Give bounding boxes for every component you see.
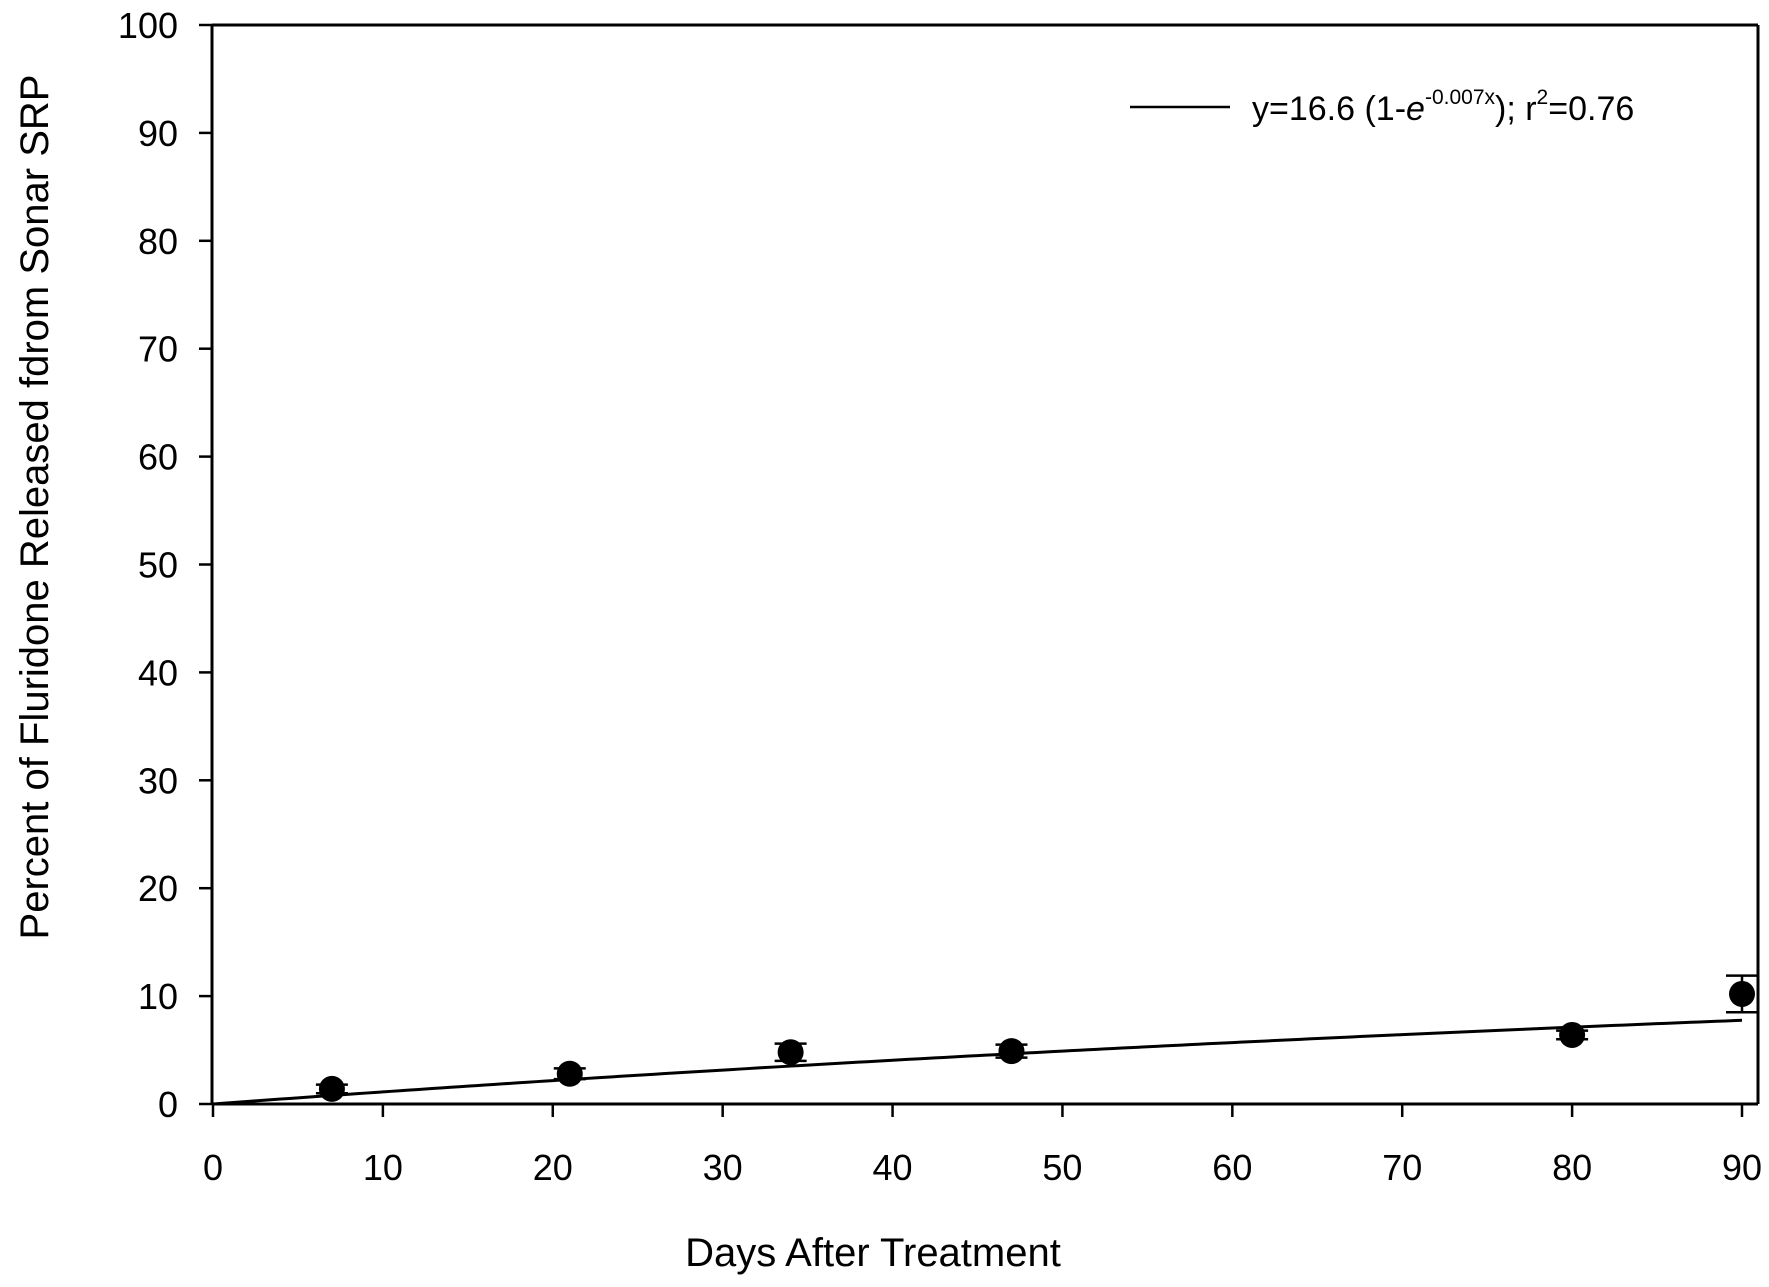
x-tick-label: 30 xyxy=(703,1147,743,1188)
data-point xyxy=(318,1075,345,1102)
y-tick-label: 90 xyxy=(138,113,178,154)
x-tick-label: 80 xyxy=(1552,1147,1592,1188)
y-tick-label: 30 xyxy=(138,760,178,801)
x-tick-label: 50 xyxy=(1042,1147,1082,1188)
x-tick-label: 0 xyxy=(203,1147,223,1188)
y-tick-label: 0 xyxy=(158,1084,178,1125)
legend: y=16.6 (1-e-0.007x); r2=0.76 xyxy=(1130,86,1634,128)
legend-eq-mid: ); r xyxy=(1495,90,1537,128)
y-axis: 0 10 20 30 40 50 60 70 80 90 100 xyxy=(118,5,212,1125)
legend-eq-base: e xyxy=(1406,90,1425,128)
x-tick-label: 20 xyxy=(533,1147,573,1188)
x-axis-title: Days After Treatment xyxy=(685,1231,1061,1275)
x-tick-label: 40 xyxy=(873,1147,913,1188)
legend-eq-prefix: y=16.6 (1- xyxy=(1252,90,1406,128)
data-point xyxy=(1729,980,1755,1007)
y-axis-title: Percent of Fluridone Released fdrom Sona… xyxy=(13,75,57,940)
y-tick-label: 50 xyxy=(138,545,178,586)
x-tick-label: 70 xyxy=(1382,1147,1422,1188)
x-axis: 0 10 20 30 40 50 60 70 80 90 xyxy=(203,1104,1762,1188)
legend-label: y=16.6 (1-e-0.007x); r2=0.76 xyxy=(1252,86,1634,128)
data-point xyxy=(777,1039,804,1066)
fit-curve-layer xyxy=(212,1018,1743,1106)
y-tick-label: 100 xyxy=(118,5,178,46)
y-tick-label: 60 xyxy=(138,437,178,478)
y-tick-label: 20 xyxy=(138,868,178,909)
data-point xyxy=(556,1060,583,1087)
x-tick-label: 90 xyxy=(1722,1147,1762,1188)
plot-area xyxy=(210,23,1760,1106)
data-point xyxy=(998,1038,1025,1065)
x-tick-label: 10 xyxy=(363,1147,403,1188)
y-tick-label: 10 xyxy=(138,976,178,1017)
y-tick-label: 80 xyxy=(138,221,178,262)
legend-r-exponent: 2 xyxy=(1537,86,1549,109)
data-point xyxy=(1559,1021,1586,1048)
y-tick-label: 40 xyxy=(138,652,178,693)
y-tick-label: 70 xyxy=(138,329,178,370)
x-tick-label: 60 xyxy=(1212,1147,1252,1188)
fit-curve xyxy=(212,1018,1743,1106)
legend-eq-suffix: =0.76 xyxy=(1548,90,1634,128)
data-points-layer xyxy=(315,974,1758,1102)
legend-eq-exponent: -0.007x xyxy=(1425,86,1496,109)
